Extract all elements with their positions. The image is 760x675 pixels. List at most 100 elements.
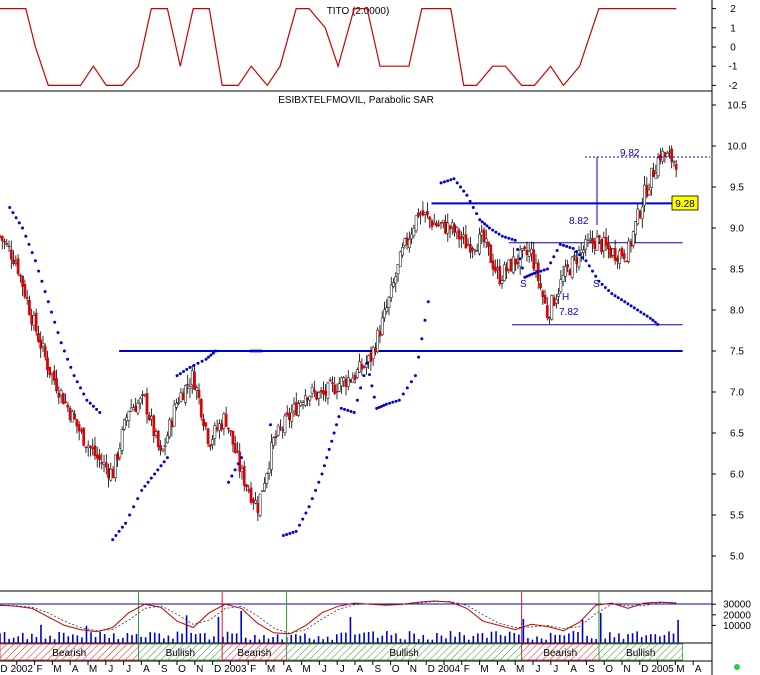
candle-body — [340, 377, 343, 387]
x-tick-label: M — [89, 664, 97, 675]
candle-body — [613, 248, 617, 261]
price-tick-label: 8.5 — [730, 265, 744, 276]
candle-body — [604, 237, 608, 246]
sar-dot — [85, 398, 89, 402]
sar-dot — [335, 423, 338, 427]
x-tick-label: F — [464, 664, 470, 675]
candle-body — [118, 448, 122, 458]
candle-body — [554, 299, 558, 304]
candle-body — [251, 499, 255, 503]
sar-dot — [330, 439, 334, 443]
head-low-label: 7.82 — [559, 307, 579, 318]
candle-body — [14, 261, 18, 264]
sar-dot — [82, 392, 86, 396]
sar-dot — [629, 304, 633, 308]
sar-dot — [240, 456, 243, 460]
candle-body — [595, 236, 599, 251]
sar-dot — [178, 372, 182, 376]
candle-body — [19, 274, 22, 277]
x-tick-label: M — [676, 664, 684, 675]
candle-body — [166, 435, 169, 444]
sar-dot — [269, 423, 272, 427]
candle-body — [457, 230, 461, 240]
candle-body — [206, 428, 210, 444]
candle-body — [484, 238, 488, 243]
candle-body — [301, 402, 305, 405]
indicator-tick-label: 2 — [730, 4, 736, 15]
price-tick-label: 7.5 — [730, 347, 744, 358]
candle-body — [100, 462, 104, 465]
candle-body — [600, 239, 603, 252]
sar-dot — [17, 221, 21, 225]
candle-body — [199, 398, 203, 418]
candle-body — [138, 398, 142, 404]
sar-dot — [516, 248, 520, 251]
volume-tick-label: 10000 — [723, 621, 751, 632]
candle-body — [107, 468, 110, 479]
sar-dot — [500, 234, 504, 238]
candle-body — [98, 454, 101, 460]
sar-dot — [209, 353, 213, 357]
candle-body — [50, 373, 54, 376]
candle-body — [75, 419, 79, 427]
sar-dot — [352, 411, 356, 414]
candle-body — [455, 227, 459, 233]
sar-dot — [149, 476, 153, 480]
sar-dot — [480, 220, 484, 224]
candle-body — [23, 283, 27, 298]
candle-body — [396, 264, 400, 275]
candle-body — [355, 369, 359, 378]
x-tick-label: M — [267, 664, 275, 675]
candle-body — [349, 379, 352, 382]
x-tick-label: A — [357, 664, 364, 675]
x-tick-label: A — [695, 664, 702, 675]
candle-body — [439, 222, 443, 224]
candle-body — [129, 407, 133, 412]
sar-dot — [211, 351, 215, 355]
candle-body — [322, 390, 325, 394]
sar-dot — [307, 505, 311, 509]
sar-dot — [600, 282, 604, 286]
candle-body — [177, 402, 181, 404]
neckline-label: 8.82 — [569, 216, 589, 227]
candle-body — [620, 247, 624, 257]
sar-dot — [27, 242, 31, 246]
sar-dot — [227, 480, 231, 484]
sar-dot — [301, 517, 305, 521]
candle-body — [521, 248, 524, 251]
candle-body — [16, 258, 20, 275]
sar-dot — [259, 349, 263, 353]
candle-body — [446, 222, 450, 234]
sar-dot — [487, 226, 491, 230]
tito-line — [0, 8, 677, 87]
sar-dot — [483, 222, 487, 226]
sar-dot — [117, 529, 121, 533]
candle-body — [398, 251, 402, 267]
candle-body — [95, 454, 99, 459]
volume-tick-label: 30000 — [723, 600, 751, 611]
sar-dot — [156, 468, 160, 472]
candle-body — [256, 503, 260, 513]
candle-body — [145, 393, 149, 415]
candle-body — [299, 402, 303, 406]
sar-dot — [574, 250, 578, 254]
sar-dot — [648, 316, 652, 320]
candle-body — [294, 401, 298, 416]
candle-body — [195, 387, 199, 391]
candle-body — [346, 377, 350, 387]
indicator-tick-label: 1 — [730, 23, 736, 34]
sar-dot — [525, 274, 529, 278]
sar-dot — [128, 513, 132, 517]
x-tick-label: J — [553, 664, 558, 675]
candle-body — [344, 378, 348, 387]
sar-dot — [485, 224, 489, 228]
candle-body — [584, 239, 588, 250]
candle-body — [591, 237, 594, 244]
candle-body — [478, 233, 481, 254]
x-tick-label: S — [588, 664, 595, 675]
sar-dot — [72, 374, 76, 378]
sar-dot — [446, 179, 450, 183]
candle-body — [30, 315, 34, 325]
sar-dot — [40, 279, 44, 283]
sar-dot — [249, 349, 253, 353]
